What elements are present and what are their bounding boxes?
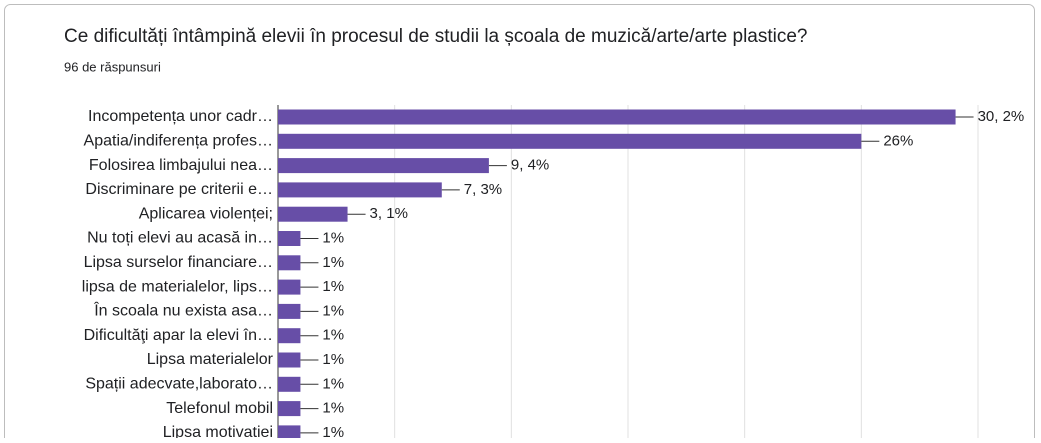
y-tick-label: Folosirea limbajului nea…: [89, 157, 273, 174]
y-tick-label: Telefonul mobil: [166, 400, 273, 417]
bar: [278, 376, 301, 392]
bar: [278, 158, 489, 174]
bar: [278, 328, 301, 344]
bar: [278, 231, 301, 246]
y-tick-label: Apatia/indiferența profes…: [84, 133, 273, 150]
y-tick-label: Discriminare pe criterii e…: [85, 181, 273, 198]
bar: [278, 401, 301, 417]
y-tick-label: Nu toți elevi au acasă in…: [87, 230, 273, 247]
y-tick-label: În scoala nu exista asa…: [93, 301, 273, 320]
bar: [278, 279, 301, 295]
value-label: 1%: [322, 400, 344, 417]
value-label: 1%: [322, 424, 344, 438]
bar: [278, 182, 442, 198]
value-label: 30, 2%: [978, 108, 1025, 125]
y-tick-label: Lipsa materialelor: [147, 351, 274, 368]
y-tick-label: Lipsa motivației: [163, 424, 273, 438]
value-label: 1%: [322, 375, 344, 392]
value-label: 1%: [322, 254, 344, 271]
bar: [278, 206, 348, 222]
bar: [278, 255, 301, 271]
y-tick-label: Aplicarea violenței;: [139, 205, 273, 222]
y-tick-label: Dificultăţi apar la elevi în…: [84, 327, 273, 344]
value-label: 1%: [322, 351, 344, 368]
y-tick-label: Lipsa surselor financiare…: [84, 254, 273, 271]
y-tick-label: Spații adecvate,laborato…: [85, 376, 273, 393]
bar: [278, 425, 301, 441]
bar: [278, 352, 301, 368]
y-tick-label: Incompetența unor cadr…: [88, 108, 273, 125]
value-label: 7, 3%: [464, 181, 502, 198]
value-label: 9, 4%: [511, 157, 549, 174]
chart-title: Ce dificultăți întâmpină elevii în proce…: [64, 26, 808, 47]
chart-subtitle: 96 de răspunsuri: [64, 59, 161, 74]
value-label: 1%: [322, 229, 344, 246]
value-label: 26%: [883, 132, 913, 149]
value-label: 3, 1%: [370, 205, 408, 222]
bar: [278, 109, 956, 125]
value-label: 1%: [322, 278, 344, 295]
value-label: 1%: [322, 302, 344, 319]
value-label: 1%: [322, 327, 344, 344]
bar: [278, 303, 301, 319]
y-tick-label: lipsa de materialelor, lips…: [82, 278, 273, 295]
bar: [278, 133, 862, 149]
